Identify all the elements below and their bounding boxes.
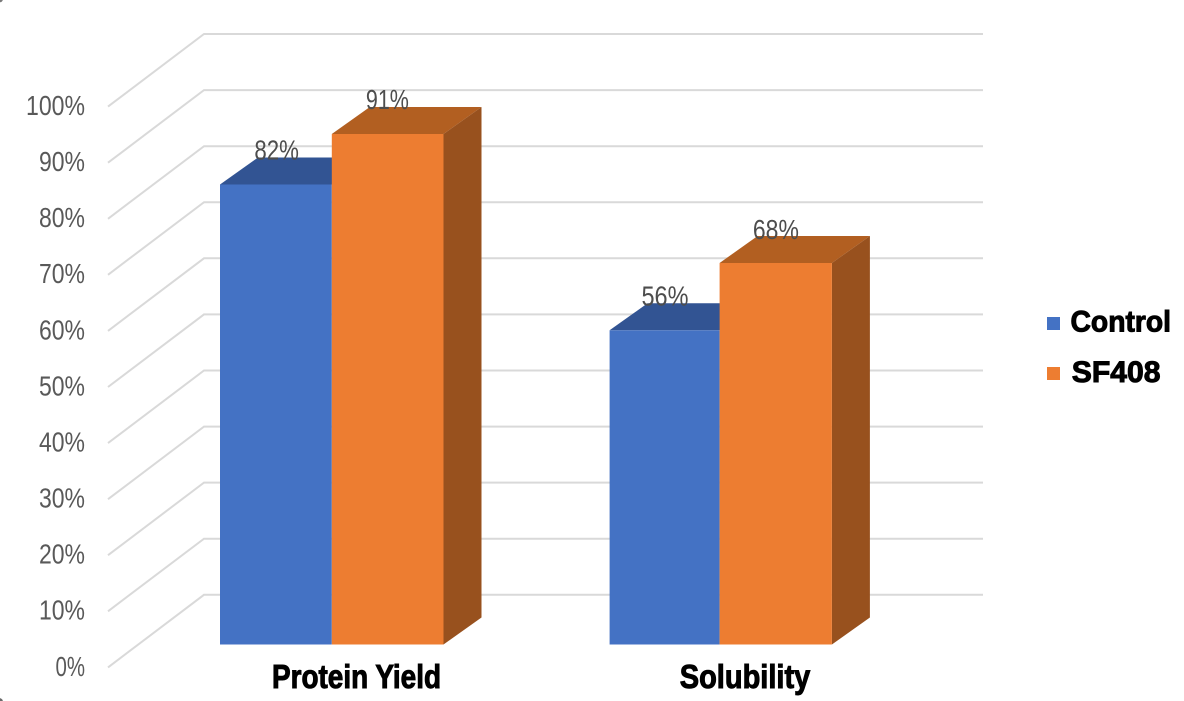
svg-text:Solubility: Solubility bbox=[680, 658, 811, 695]
svg-text:70%: 70% bbox=[39, 258, 85, 289]
svg-text:20%: 20% bbox=[39, 539, 85, 570]
svg-text:82%: 82% bbox=[254, 135, 299, 166]
svg-text:0%: 0% bbox=[56, 651, 86, 682]
svg-text:Protein Yield: Protein Yield bbox=[272, 658, 441, 695]
svg-text:68%: 68% bbox=[753, 214, 799, 245]
svg-text:91%: 91% bbox=[366, 84, 409, 115]
svg-text:10%: 10% bbox=[39, 595, 85, 626]
svg-text:30%: 30% bbox=[39, 483, 85, 514]
svg-text:Control: Control bbox=[1071, 306, 1172, 339]
svg-text:SF408: SF408 bbox=[1072, 356, 1161, 389]
svg-text:80%: 80% bbox=[39, 202, 85, 233]
svg-text:60%: 60% bbox=[39, 314, 85, 345]
svg-text:50%: 50% bbox=[39, 370, 85, 401]
svg-text:56%: 56% bbox=[642, 281, 689, 312]
svg-text:100%: 100% bbox=[26, 90, 85, 121]
svg-text:40%: 40% bbox=[39, 427, 85, 458]
svg-text:90%: 90% bbox=[39, 146, 85, 177]
